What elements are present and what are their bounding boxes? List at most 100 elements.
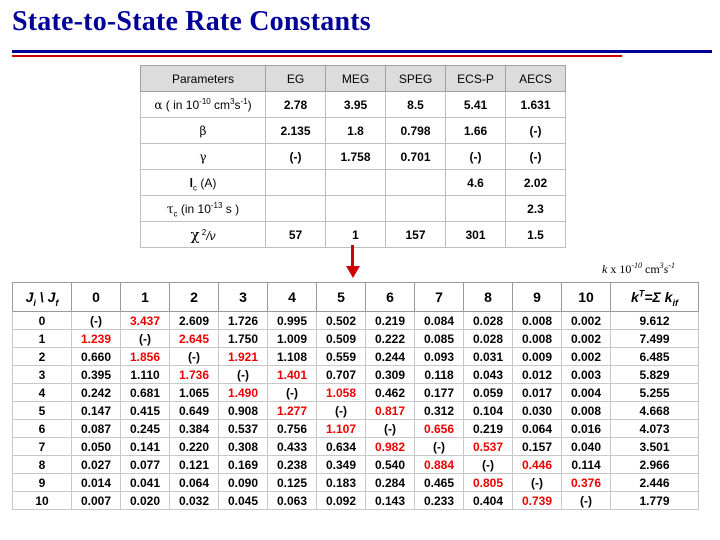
rate-cell: 0.008 [561, 401, 611, 420]
row-ji-label: 8 [12, 455, 72, 474]
ktotal-cell: 1.779 [610, 491, 699, 510]
header-jf-col: 7 [414, 282, 464, 312]
rate-cell: 0.219 [365, 311, 415, 330]
rate-cell: 0.147 [71, 401, 121, 420]
header-jf-col: 1 [120, 282, 170, 312]
rate-cell: 0.462 [365, 383, 415, 402]
param-value [445, 195, 506, 222]
down-arrow-icon [346, 266, 360, 278]
row-ji-label: 5 [12, 401, 72, 420]
header-jf-col: 5 [316, 282, 366, 312]
param-value: 3.95 [325, 91, 386, 118]
rate-cell: 2.645 [169, 329, 219, 348]
ktotal-cell: 6.485 [610, 347, 699, 366]
rate-cell: 0.050 [71, 437, 121, 456]
rate-cell: 1.736 [169, 365, 219, 384]
rate-cell: 0.415 [120, 401, 170, 420]
param-row-alpha: α ( in 10-10 cm3s-1) 2.78 3.95 8.5 5.41 … [140, 91, 566, 118]
parameters-header-row: Parameters EG MEG SPEG ECS-P AECS [140, 65, 566, 92]
rate-cell: 0.007 [71, 491, 121, 510]
rate-cell: (-) [561, 491, 611, 510]
ktotal-cell: 5.829 [610, 365, 699, 384]
param-header-ecsp: ECS-P [445, 65, 506, 92]
rate-cell: 0.017 [512, 383, 562, 402]
param-value: 2.3 [505, 195, 566, 222]
ktotal-cell: 2.966 [610, 455, 699, 474]
header-ji-jf: Ji \ Jf [12, 282, 72, 312]
rate-cell: 3.437 [120, 311, 170, 330]
row-ji-label: 3 [12, 365, 72, 384]
rate-cell: 0.404 [463, 491, 513, 510]
rate-cell: 0.817 [365, 401, 415, 420]
header-jf-col: 2 [169, 282, 219, 312]
row-ji-label: 2 [12, 347, 72, 366]
table-row: 1 1.239 (-) 2.645 1.750 1.009 0.509 0.222 0.085 0… [12, 329, 699, 348]
rate-cell: 0.104 [463, 401, 513, 420]
rate-cell: 0.064 [512, 419, 562, 438]
param-value: 0.701 [385, 143, 446, 170]
rate-cell: 0.308 [218, 437, 268, 456]
rate-cell: (-) [218, 365, 268, 384]
rate-cell: 0.092 [316, 491, 366, 510]
rate-cell: 0.433 [267, 437, 317, 456]
header-jf-col: 0 [71, 282, 121, 312]
rate-cell: 0.995 [267, 311, 317, 330]
ktotal-cell: 5.255 [610, 383, 699, 402]
rate-cell: 0.446 [512, 455, 562, 474]
table-row: 0 (-) 3.437 2.609 1.726 0.995 0.502 0.219 0.084 0… [12, 311, 699, 330]
rate-cell: 0.242 [71, 383, 121, 402]
rate-cell: 0.220 [169, 437, 219, 456]
ktotal-cell: 4.073 [610, 419, 699, 438]
rate-cell: 0.016 [561, 419, 611, 438]
row-ji-label: 0 [12, 311, 72, 330]
param-value [325, 195, 386, 222]
rate-cell: (-) [267, 383, 317, 402]
rate-cell: 0.004 [561, 383, 611, 402]
param-label-chi: χ 2/ν [140, 221, 266, 248]
param-label-alpha: α ( in 10-10 cm3s-1) [140, 91, 266, 118]
ktotal-cell: 7.499 [610, 329, 699, 348]
title-underline-blue [12, 50, 712, 53]
param-value: 1.5 [505, 221, 566, 248]
header-ktotal: kT=Σ kif [610, 282, 699, 312]
rate-cell: 0.003 [561, 365, 611, 384]
rate-cell: 0.502 [316, 311, 366, 330]
rate-cell: 0.141 [120, 437, 170, 456]
rate-cell: (-) [120, 329, 170, 348]
rate-cell: 0.157 [512, 437, 562, 456]
rate-cell: 1.277 [267, 401, 317, 420]
param-value: 8.5 [385, 91, 446, 118]
rate-cell: 0.656 [414, 419, 464, 438]
rate-cell: 0.087 [71, 419, 121, 438]
rate-cell: 0.125 [267, 473, 317, 492]
rate-constants-table: Ji \ Jf 0 1 2 3 4 5 6 7 8 9 10 kT=Σ kif … [12, 282, 699, 510]
param-header-speg: SPEG [385, 65, 446, 92]
rate-cell: 1.239 [71, 329, 121, 348]
rate-cell: 0.537 [218, 419, 268, 438]
param-value: 2.78 [265, 91, 326, 118]
rate-cell: 1.107 [316, 419, 366, 438]
rate-cell: 1.750 [218, 329, 268, 348]
rate-cell: (-) [512, 473, 562, 492]
rate-cell: 0.349 [316, 455, 366, 474]
rate-cell: 1.921 [218, 347, 268, 366]
rate-cell: 0.143 [365, 491, 415, 510]
param-value [325, 169, 386, 196]
rate-cell: 0.028 [463, 311, 513, 330]
rate-cell: 0.312 [414, 401, 464, 420]
rate-cell: 0.008 [512, 329, 562, 348]
rate-cell: 1.065 [169, 383, 219, 402]
rate-cell: 0.085 [414, 329, 464, 348]
rate-cell: 0.002 [561, 311, 611, 330]
rate-cell: 0.064 [169, 473, 219, 492]
rate-cell: 0.884 [414, 455, 464, 474]
rate-cell: 0.093 [414, 347, 464, 366]
rate-cell: 0.707 [316, 365, 366, 384]
param-row-lc: lc (A) 4.6 2.02 [140, 169, 566, 196]
parameters-table: Parameters EG MEG SPEG ECS-P AECS α ( in… [140, 65, 566, 248]
rate-cell: 0.465 [414, 473, 464, 492]
rate-cell: 0.041 [120, 473, 170, 492]
param-label-gamma: γ [140, 143, 266, 170]
table-row: 3 0.395 1.110 1.736 (-) 1.401 0.707 0.309 0.118 0… [12, 365, 699, 384]
rate-cell: 0.238 [267, 455, 317, 474]
